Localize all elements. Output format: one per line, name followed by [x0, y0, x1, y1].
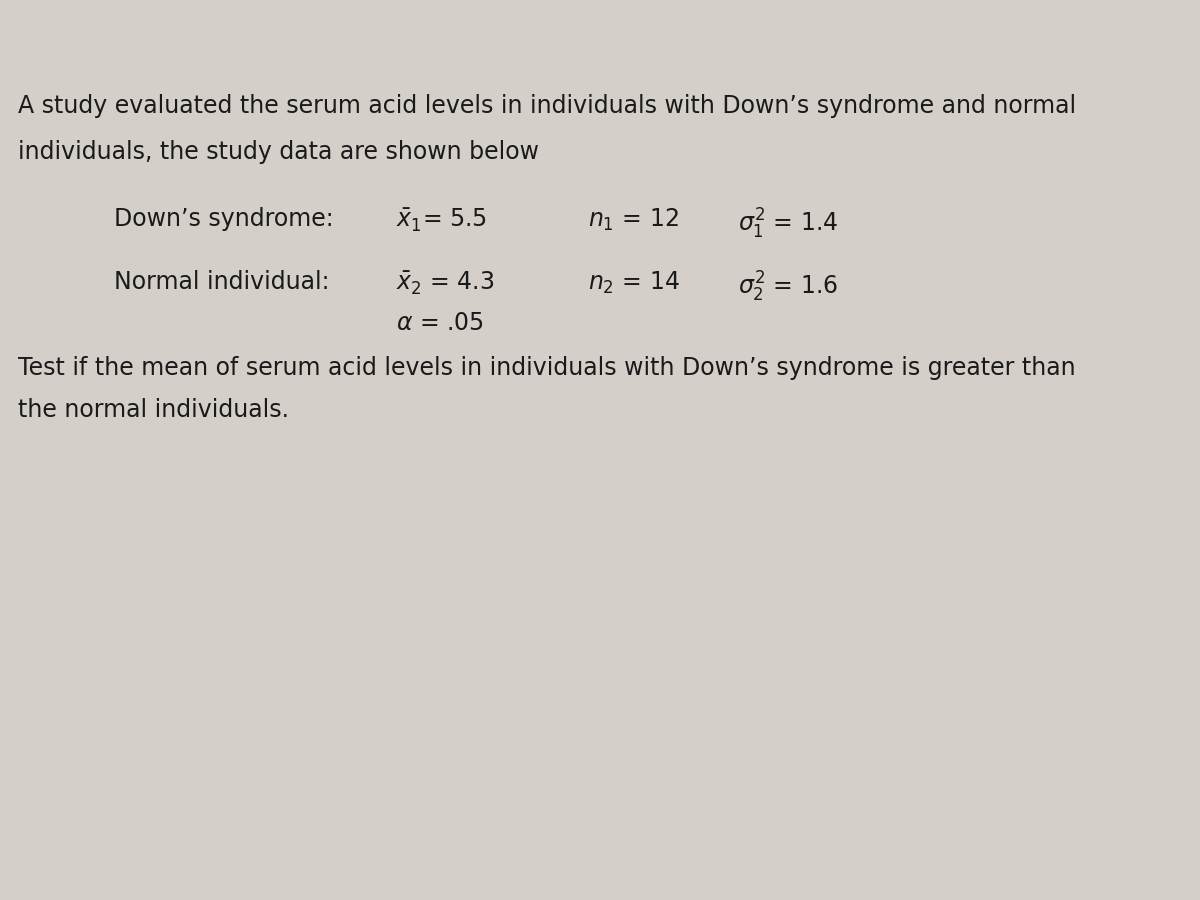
Text: $n_2$ = 14: $n_2$ = 14	[588, 270, 679, 296]
Text: $\sigma_1^2$ = 1.4: $\sigma_1^2$ = 1.4	[738, 207, 839, 241]
Text: $\alpha$ = .05: $\alpha$ = .05	[396, 310, 484, 335]
Text: $\bar{x}_2$ = 4.3: $\bar{x}_2$ = 4.3	[396, 270, 494, 297]
Text: $\sigma_2^2$ = 1.6: $\sigma_2^2$ = 1.6	[738, 270, 838, 304]
Text: A study evaluated the serum acid levels in individuals with Down’s syndrome and : A study evaluated the serum acid levels …	[18, 94, 1076, 119]
Text: individuals, the study data are shown below: individuals, the study data are shown be…	[18, 140, 539, 164]
Text: Normal individual:: Normal individual:	[114, 270, 330, 294]
Text: Test if the mean of serum acid levels in individuals with Down’s syndrome is gre: Test if the mean of serum acid levels in…	[18, 356, 1075, 380]
Text: $\bar{x}_1$= 5.5: $\bar{x}_1$= 5.5	[396, 207, 487, 234]
Text: $n_1$ = 12: $n_1$ = 12	[588, 207, 679, 233]
Text: Down’s syndrome:: Down’s syndrome:	[114, 207, 334, 231]
Text: the normal individuals.: the normal individuals.	[18, 398, 289, 422]
